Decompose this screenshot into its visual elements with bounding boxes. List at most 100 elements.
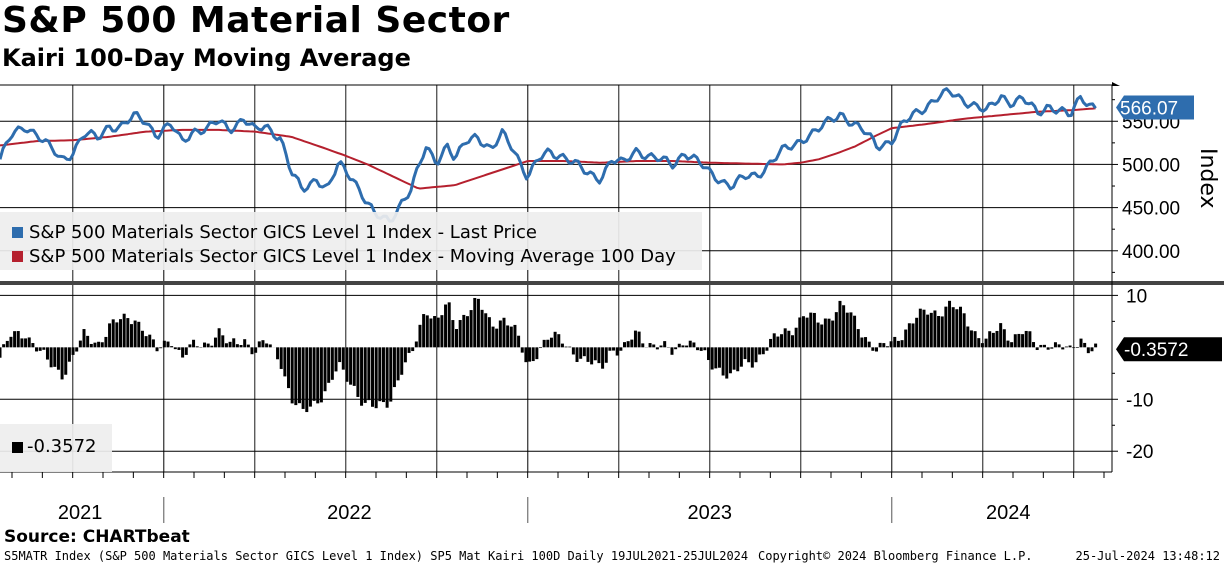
- kairi-bar: [652, 344, 656, 348]
- kairi-bar: [531, 347, 535, 362]
- kairi-bar: [677, 343, 681, 348]
- kairi-bar: [1039, 344, 1043, 348]
- kairi-bar: [257, 341, 261, 348]
- kairi-bar: [1086, 347, 1090, 354]
- legend-item-last-price[interactable]: S&P 500 Materials Sector GICS Level 1 In…: [12, 222, 537, 243]
- kairi-bar: [962, 313, 966, 348]
- kairi-bar: [1013, 334, 1017, 348]
- kairi-bar: [707, 347, 711, 361]
- kairi-bar: [392, 347, 396, 388]
- kairi-last-value: -0.3572: [1124, 340, 1188, 361]
- kairi-bar: [1072, 347, 1076, 349]
- kairi-bar: [1090, 347, 1094, 352]
- kairi-bar: [911, 323, 915, 348]
- kairi-bar: [853, 315, 857, 348]
- kairi-bar: [86, 335, 90, 348]
- kairi-swatch-icon: [12, 442, 23, 453]
- kairi-bar: [268, 344, 272, 348]
- kairi-bar: [655, 347, 659, 350]
- kairi-bar: [597, 347, 601, 364]
- timestamp: 25-Jul-2024 13:48:12: [1075, 549, 1221, 563]
- kairi-bar: [144, 336, 148, 348]
- kairi-bar: [78, 340, 82, 348]
- kairi-bar: [265, 343, 269, 348]
- kairi-bar: [188, 344, 192, 348]
- kairi-bar: [13, 331, 17, 348]
- kairi-bar: [71, 347, 75, 355]
- kairi-bar: [604, 347, 608, 363]
- kairi-bar: [122, 313, 126, 348]
- kairi-bar: [878, 342, 882, 348]
- kairi-bar: [148, 334, 152, 348]
- kairi-bar: [615, 347, 619, 356]
- kairi-bar: [119, 319, 123, 348]
- kairi-bar: [476, 298, 480, 348]
- legend-label-kairi[interactable]: -0.3572: [27, 436, 97, 457]
- kairi-bar: [414, 341, 418, 348]
- kairi-bar: [1064, 346, 1068, 348]
- kairi-bar: [45, 347, 49, 360]
- kairi-bar: [633, 330, 637, 348]
- lower-y-tick-label: -20: [1126, 442, 1153, 463]
- kairi-bar: [1094, 343, 1098, 348]
- lower-y-tick-label: -10: [1126, 390, 1153, 411]
- kairi-bar: [480, 309, 484, 348]
- kairi-bar: [400, 347, 404, 375]
- kairi-bar: [882, 343, 886, 348]
- moving-average-swatch-icon: [12, 251, 23, 262]
- kairi-bar: [874, 347, 878, 352]
- kairi-bar: [16, 331, 20, 348]
- kairi-bar: [896, 340, 900, 348]
- kairi-bar: [371, 347, 375, 407]
- kairi-bar: [312, 347, 316, 401]
- kairi-bar: [586, 347, 590, 362]
- legend-item-moving-average[interactable]: S&P 500 Materials Sector GICS Level 1 In…: [12, 246, 676, 267]
- kairi-bar: [1002, 329, 1006, 348]
- kairi-bar: [82, 329, 86, 348]
- kairi-bar: [261, 340, 265, 348]
- kairi-bar: [484, 313, 488, 348]
- kairi-bar: [820, 324, 824, 348]
- x-axis-year-label: 2024: [986, 502, 1031, 524]
- kairi-bar: [794, 327, 798, 348]
- kairi-bar: [173, 347, 177, 350]
- kairi-bar: [75, 347, 79, 352]
- kairi-bar: [235, 344, 239, 348]
- kairi-bar: [747, 347, 751, 363]
- kairi-bar: [893, 336, 897, 348]
- kairi-bar: [601, 347, 605, 369]
- kairi-bar: [743, 347, 747, 360]
- kairi-last-tag: [1116, 337, 1222, 362]
- kairi-bar: [867, 341, 871, 348]
- kairi-bar: [498, 320, 502, 348]
- kairi-legend: -0.3572: [0, 424, 112, 472]
- kairi-bar: [918, 308, 922, 348]
- kairi-bar: [294, 347, 298, 406]
- kairi-bar: [827, 318, 831, 348]
- kairi-bar: [1017, 333, 1021, 348]
- kairi-bar: [699, 347, 703, 351]
- kairi-bar: [535, 347, 539, 360]
- kairi-bar: [809, 312, 813, 348]
- kairi-bar: [907, 323, 911, 348]
- kairi-bar: [305, 347, 309, 413]
- kairi-bar: [184, 347, 188, 355]
- kairi-bar: [871, 347, 875, 351]
- kairi-bar: [823, 318, 827, 348]
- kairi-bar: [958, 306, 962, 348]
- kairi-bar: [816, 322, 820, 348]
- kairi-bar: [385, 347, 389, 408]
- kairi-bar: [38, 347, 42, 351]
- kairi-bar: [407, 347, 411, 353]
- kairi-bar: [776, 336, 780, 348]
- kairi-bar: [517, 335, 521, 348]
- kairi-bar: [579, 347, 583, 359]
- legend-label-last-price: S&P 500 Materials Sector GICS Level 1 In…: [29, 222, 537, 243]
- kairi-bar: [323, 347, 327, 392]
- kairi-bar: [210, 345, 214, 348]
- kairi-bar: [239, 345, 243, 348]
- kairi-bar: [933, 310, 937, 348]
- kairi-bar: [465, 316, 469, 348]
- kairi-bar: [648, 343, 652, 348]
